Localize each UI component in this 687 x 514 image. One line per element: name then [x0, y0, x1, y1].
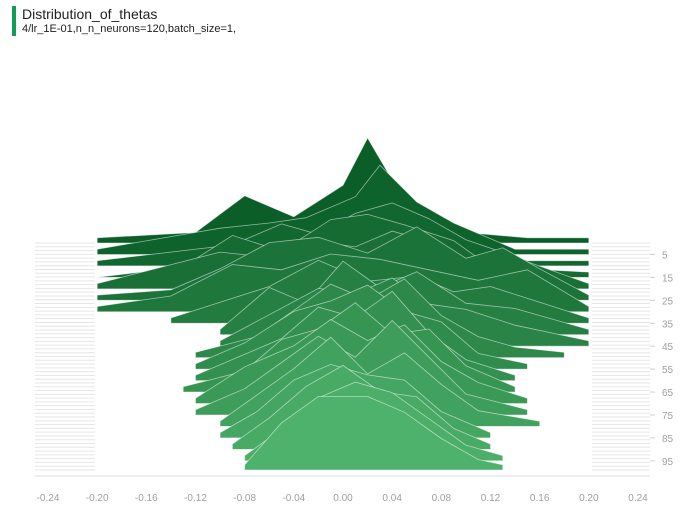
x-tick-label: 0.20	[579, 493, 599, 504]
step-tick-label: 45	[662, 342, 674, 353]
x-tick-label: -0.12	[184, 493, 207, 504]
x-tick-label: -0.04	[282, 493, 305, 504]
x-tick-label: 0.16	[530, 493, 550, 504]
step-tick-label: 65	[662, 388, 674, 399]
histogram-slices	[96, 137, 590, 471]
run-subtitle: 4/lr_1E-01,n_n_neurons=120,batch_size=1,	[22, 23, 237, 35]
x-tick-label: -0.08	[233, 493, 256, 504]
x-tick-label: -0.20	[86, 493, 109, 504]
step-tick-label: 55	[662, 365, 674, 376]
step-tick-label: 5	[662, 250, 668, 261]
x-tick-label: 0.12	[481, 493, 501, 504]
step-tick-label: 75	[662, 411, 674, 422]
x-tick-label: -0.16	[135, 493, 158, 504]
x-tick-label: 0.04	[382, 493, 402, 504]
chart-title: Distribution_of_thetas	[22, 6, 158, 22]
histogram-slice-step-99	[244, 396, 504, 471]
step-tick-label: 15	[662, 273, 674, 284]
step-tick-label: 95	[662, 457, 674, 468]
histogram-slice-step-5	[96, 164, 590, 255]
x-tick-label: 0.24	[628, 493, 648, 504]
card-header: Distribution_of_thetas 4/lr_1E-01,n_n_ne…	[12, 6, 236, 36]
step-tick-label: 35	[662, 319, 674, 330]
x-tick-label: -0.24	[37, 493, 60, 504]
step-tick-label: 25	[662, 296, 674, 307]
step-axis: 5 15 25 35 45 55 65 75 85 95	[650, 250, 674, 468]
step-gridlines	[35, 242, 650, 471]
step-tick-label: 85	[662, 434, 674, 445]
x-tick-label: 0.00	[333, 493, 353, 504]
x-tick-label: 0.08	[432, 493, 452, 504]
x-axis: -0.24 -0.20 -0.16 -0.12 -0.08 -0.04 0.00 0.04 0.…	[35, 475, 650, 504]
